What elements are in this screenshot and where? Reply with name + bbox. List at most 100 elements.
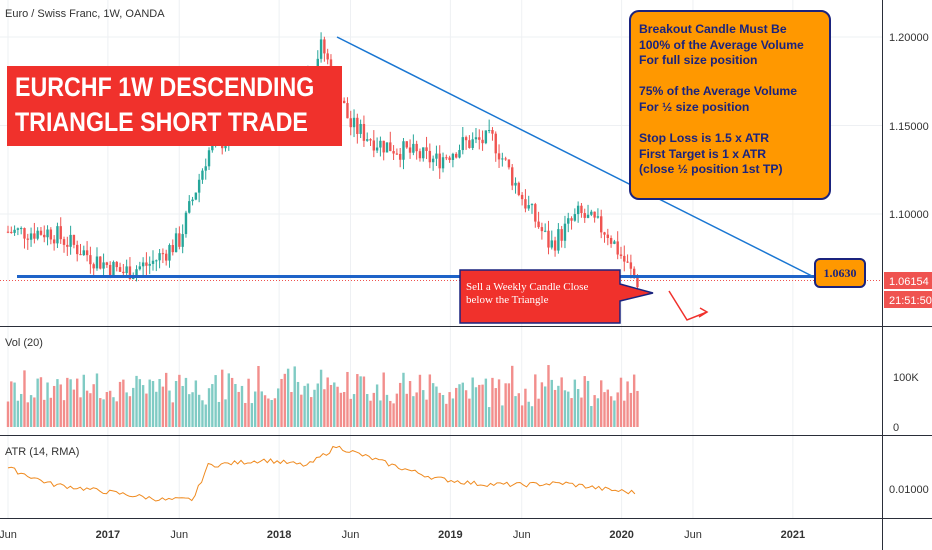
volume-bar <box>49 397 53 427</box>
volume-bar <box>636 390 639 427</box>
x-tick-label: 2017 <box>96 529 120 541</box>
candle-body <box>141 262 145 267</box>
candle-body <box>194 192 198 200</box>
candle-body <box>547 230 550 248</box>
candle-body <box>583 213 586 218</box>
volume-bar <box>79 397 82 427</box>
candle-body <box>603 232 606 235</box>
volume-bar <box>527 401 530 427</box>
volume-bar <box>474 387 478 427</box>
volume-bar <box>461 382 464 427</box>
volume-bar <box>402 372 405 427</box>
candle-body <box>623 255 626 262</box>
candle-body <box>524 199 527 209</box>
candle-body <box>580 205 583 214</box>
candle-body <box>567 218 570 224</box>
volume-bar <box>392 403 395 427</box>
volume-bar <box>273 398 277 427</box>
candle-body <box>553 240 557 251</box>
volume-bar <box>580 397 583 427</box>
candle-body <box>95 256 99 269</box>
candle-body <box>112 261 115 276</box>
volume-bar <box>438 392 441 427</box>
volume-bar <box>188 394 191 427</box>
candle-body <box>362 123 366 141</box>
candle-body <box>145 262 148 266</box>
candle-body <box>105 262 109 265</box>
volume-bar <box>237 391 240 427</box>
volume-bar <box>122 379 125 427</box>
candle-body <box>540 227 544 232</box>
down-arrow-icon <box>668 290 708 321</box>
candle-body <box>514 182 517 186</box>
candle-body <box>464 137 468 141</box>
volume-bar <box>105 392 109 427</box>
volume-bar <box>329 384 333 427</box>
candle-body <box>425 147 428 151</box>
candle-body <box>207 150 211 167</box>
candle-body <box>448 157 451 160</box>
candle-body <box>415 143 418 152</box>
descending-trendline[interactable] <box>336 36 813 277</box>
volume-bar <box>234 384 237 427</box>
candle-body <box>484 130 488 144</box>
volume-bar <box>23 370 26 427</box>
volume-bar <box>583 376 586 427</box>
candle-body <box>82 250 85 256</box>
volume-bar <box>270 399 273 427</box>
candle-body <box>405 141 408 148</box>
title-banner: EURCHF 1W DESCENDING TRIANGLE SHORT TRAD… <box>7 66 342 146</box>
candle-body <box>398 153 402 160</box>
title-line-2: TRIANGLE SHORT TRADE <box>15 107 308 137</box>
countdown-label: 21:51:50 <box>889 295 932 307</box>
volume-bar <box>431 383 435 427</box>
volume-bar <box>458 384 461 427</box>
atr-line <box>7 445 636 502</box>
candle-body <box>455 153 458 158</box>
volume-bar <box>629 392 633 427</box>
sell-callout-bubble[interactable] <box>459 269 654 324</box>
volume-bar <box>395 393 399 427</box>
volume-bar <box>250 403 254 427</box>
price-level-tag[interactable]: 1.0630 <box>814 258 866 288</box>
volume-bar <box>537 398 540 427</box>
volume-bar <box>408 381 412 427</box>
candle-body <box>491 130 494 134</box>
volume-bar <box>16 400 20 427</box>
candle-body <box>6 231 10 233</box>
volume-bar <box>478 384 481 427</box>
candle-body <box>349 118 352 128</box>
x-tick-label: 2021 <box>781 529 805 541</box>
candle-body <box>168 245 171 261</box>
volume-bar <box>481 384 484 427</box>
volume-bar <box>194 380 198 427</box>
volume-bar <box>247 378 250 427</box>
volume-bar <box>501 405 504 427</box>
volume-bar <box>352 394 356 427</box>
volume-bar <box>333 382 336 427</box>
candle-body <box>148 263 151 266</box>
volume-bar <box>309 397 313 427</box>
note-line: (close ½ position 1st TP) <box>639 162 783 177</box>
volume-bar <box>632 374 636 427</box>
candle-body <box>13 229 16 233</box>
volume-bar <box>99 398 102 427</box>
candle-body <box>468 140 471 148</box>
volume-bar <box>296 381 300 427</box>
candle-body <box>616 241 619 255</box>
volume-bar <box>171 402 174 427</box>
volume-bar <box>441 395 445 427</box>
rules-note[interactable]: Breakout Candle Must Be 100% of the Aver… <box>629 10 831 200</box>
volume-bar <box>115 401 118 427</box>
candle-body <box>451 153 455 160</box>
candle-body <box>435 153 438 159</box>
volume-bar <box>286 368 290 427</box>
candle-body <box>412 143 415 153</box>
volume-bar <box>576 389 580 427</box>
volume-bar <box>593 395 596 427</box>
candle-body <box>89 255 92 265</box>
x-tick-label: 2019 <box>438 529 462 541</box>
volume-bar <box>92 384 95 427</box>
candle-body <box>392 151 395 154</box>
candle-body <box>366 139 369 141</box>
